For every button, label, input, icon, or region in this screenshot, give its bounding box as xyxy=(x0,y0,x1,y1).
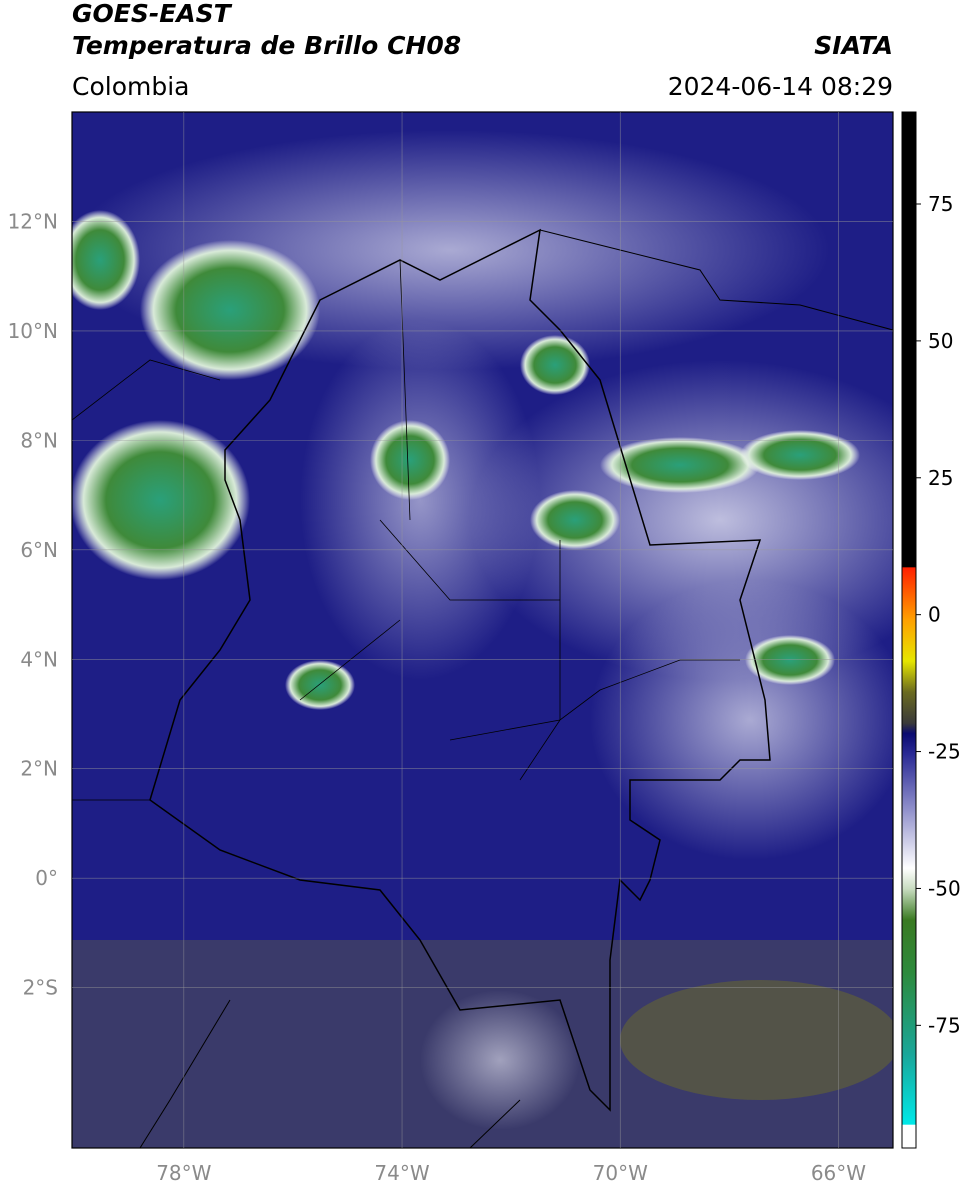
colorbar-tick-label: 50 xyxy=(928,329,953,353)
y-tick-label: 4°N xyxy=(20,647,58,671)
title: GOES-EAST xyxy=(72,0,233,28)
colorbar-tick-label: 25 xyxy=(928,466,953,490)
map-frame xyxy=(71,111,894,1149)
x-tick-label: 78°W xyxy=(156,1161,211,1185)
y-tick-label: 12°N xyxy=(8,209,58,233)
x-tick-label: 70°W xyxy=(593,1161,648,1185)
y-tick-label: 8°N xyxy=(20,428,58,452)
x-tick-label: 66°W xyxy=(811,1161,866,1185)
colorbar xyxy=(901,111,917,1149)
colorbar-tick-label: -75 xyxy=(928,1013,961,1037)
satellite-image xyxy=(72,112,893,1148)
y-tick-label: 6°N xyxy=(20,538,58,562)
colorbar-tick-label: -50 xyxy=(928,876,961,900)
colorbar-tick-label: 75 xyxy=(928,192,953,216)
y-tick-label: 0° xyxy=(35,866,58,890)
x-tick-label: 74°W xyxy=(374,1161,429,1185)
colorbar-tick-label: -25 xyxy=(928,740,961,764)
region: Colombia xyxy=(72,72,189,101)
colorbar-tick-label: 0 xyxy=(928,603,941,627)
source: SIATA xyxy=(814,31,893,60)
datetime: 2024-06-14 08:29 xyxy=(668,72,893,101)
y-tick-label: 10°N xyxy=(8,319,58,343)
y-tick-label: 2°N xyxy=(20,757,58,781)
subtitle: Temperatura de Brillo CH08 xyxy=(72,31,461,60)
y-tick-label: 2°S xyxy=(23,976,58,1000)
